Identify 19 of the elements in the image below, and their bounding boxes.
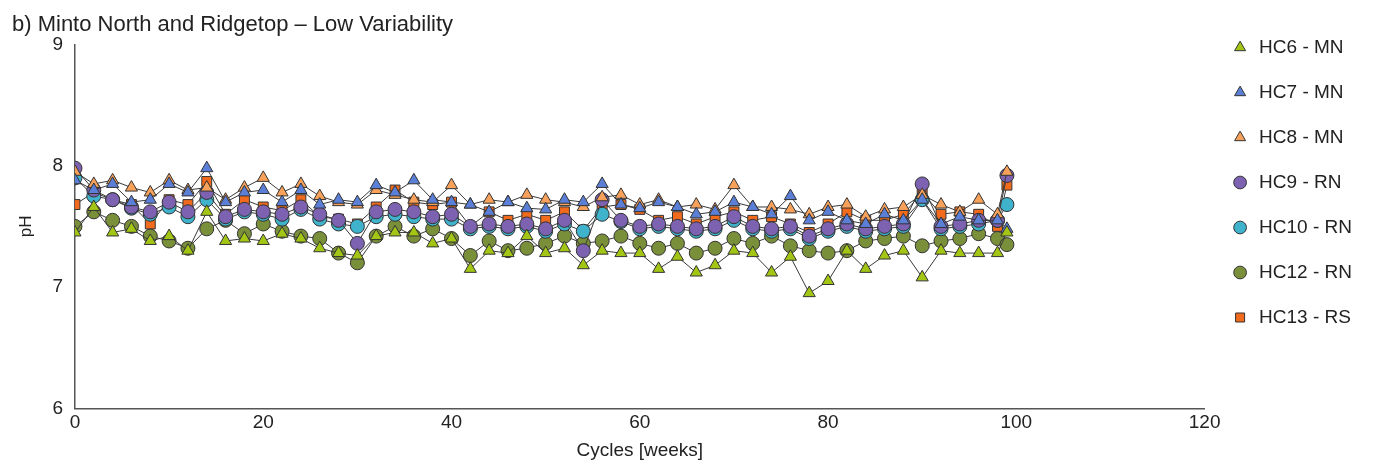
x-tick-label: 100 bbox=[1000, 411, 1033, 433]
x-axis-title: Cycles [weeks] bbox=[576, 438, 704, 460]
legend-label: HC7 - MN bbox=[1259, 80, 1344, 102]
x-tick-label: 80 bbox=[817, 411, 839, 433]
x-tick-label: 0 bbox=[69, 411, 81, 433]
y-axis-title: pH bbox=[15, 215, 35, 238]
legend-label: HC12 - RN bbox=[1259, 260, 1352, 282]
x-tick-label: 20 bbox=[252, 411, 274, 433]
legend-label: HC8 - MN bbox=[1259, 125, 1344, 147]
legend-label: HC9 - RN bbox=[1259, 170, 1342, 192]
y-tick-label: 7 bbox=[52, 275, 63, 297]
x-tick-label: 40 bbox=[440, 411, 463, 433]
x-tick-label: 60 bbox=[629, 411, 651, 433]
legend-label: HC6 - MN bbox=[1259, 35, 1344, 57]
x-tick-label: 120 bbox=[1188, 411, 1221, 433]
legend-label: HC13 - RS bbox=[1259, 305, 1351, 327]
y-tick-label: 6 bbox=[52, 396, 63, 418]
y-tick-label: 8 bbox=[52, 153, 63, 175]
legend-label: HC10 - RN bbox=[1259, 215, 1352, 237]
